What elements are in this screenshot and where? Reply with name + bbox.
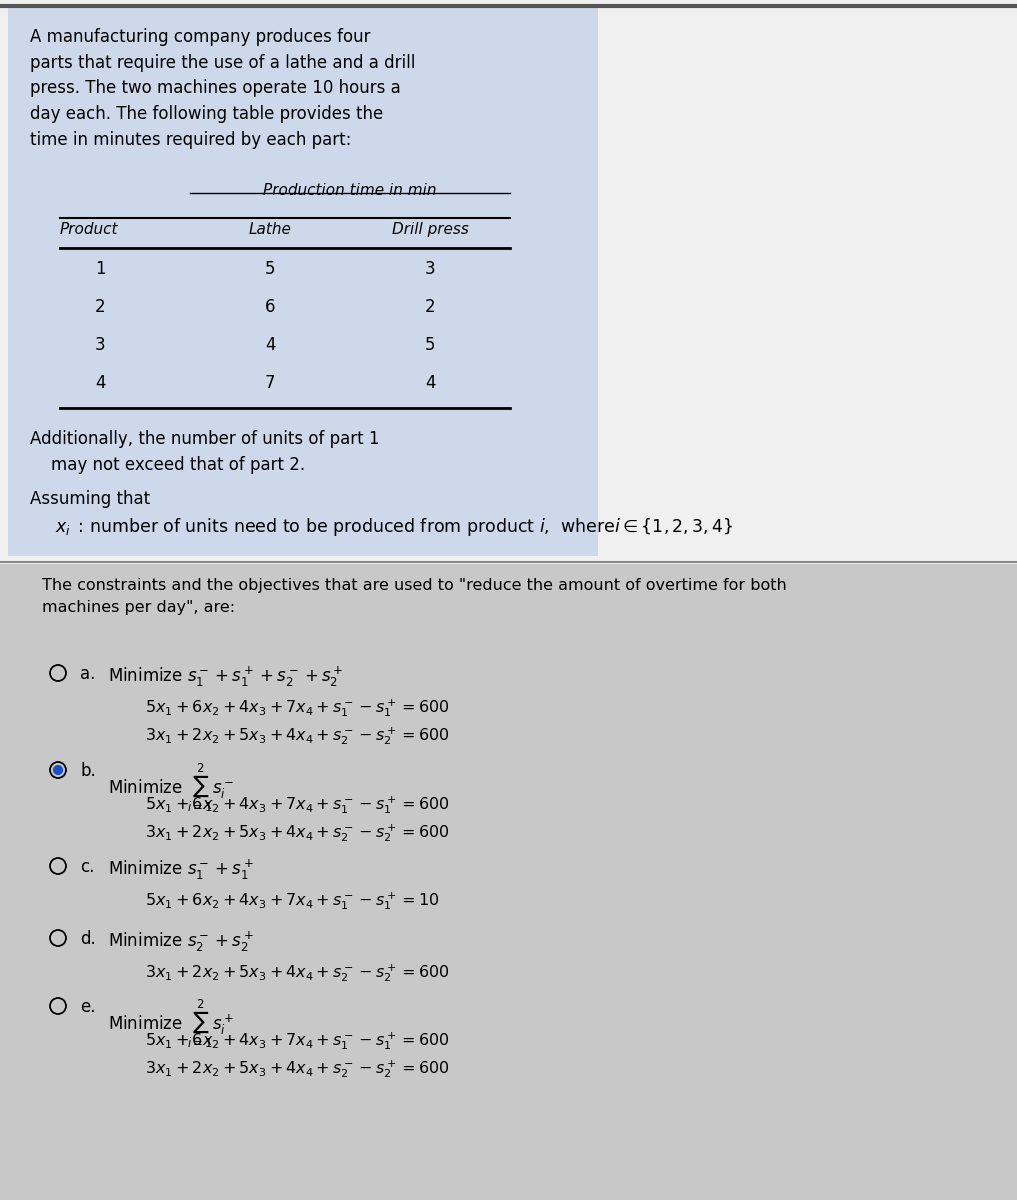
Text: $3x_1 + 2x_2 + 5x_3 + 4x_4 + s_2^- - s_2^+ = 600$: $3x_1 + 2x_2 + 5x_3 + 4x_4 + s_2^- - s_2… bbox=[145, 725, 450, 746]
Text: $x_i\,$ : number of units need to be produced from product $i$,  where$i \in \{1: $x_i\,$ : number of units need to be pro… bbox=[55, 516, 733, 538]
Text: Additionally, the number of units of part 1
    may not exceed that of part 2.: Additionally, the number of units of par… bbox=[29, 430, 379, 474]
Bar bbox=[8, 8, 598, 556]
Circle shape bbox=[54, 766, 62, 774]
Text: A manufacturing company produces four
parts that require the use of a lathe and : A manufacturing company produces four pa… bbox=[29, 28, 415, 149]
Text: b.: b. bbox=[80, 762, 96, 780]
Text: machines per day", are:: machines per day", are: bbox=[42, 600, 235, 614]
Text: Lathe: Lathe bbox=[248, 222, 292, 236]
Text: Assuming that: Assuming that bbox=[29, 490, 151, 508]
Text: The constraints and the objectives that are used to "reduce the amount of overti: The constraints and the objectives that … bbox=[42, 578, 787, 593]
Text: Drill press: Drill press bbox=[392, 222, 469, 236]
Text: 3: 3 bbox=[425, 260, 435, 278]
Text: $3x_1 + 2x_2 + 5x_3 + 4x_4 + s_2^- - s_2^+ = 600$: $3x_1 + 2x_2 + 5x_3 + 4x_4 + s_2^- - s_2… bbox=[145, 1058, 450, 1080]
Text: Minimize $\sum_{i=1}^{2} s_i^+$: Minimize $\sum_{i=1}^{2} s_i^+$ bbox=[108, 998, 234, 1050]
Text: 2: 2 bbox=[425, 298, 435, 316]
Text: Minimize $s_2^- + s_2^+$: Minimize $s_2^- + s_2^+$ bbox=[108, 930, 254, 954]
Text: Minimize $s_1^- + s_1^+$: Minimize $s_1^- + s_1^+$ bbox=[108, 858, 254, 882]
Text: Minimize $s_1^- + s_1^+ + s_2^- + s_2^+$: Minimize $s_1^- + s_1^+ + s_2^- + s_2^+$ bbox=[108, 665, 344, 689]
Text: d.: d. bbox=[80, 930, 96, 948]
Text: $5x_1 + 6x_2 + 4x_3 + 7x_4 + s_1^- - s_1^+ = 600$: $5x_1 + 6x_2 + 4x_3 + 7x_4 + s_1^- - s_1… bbox=[145, 1030, 450, 1051]
Text: Product: Product bbox=[60, 222, 119, 236]
Text: 4: 4 bbox=[95, 374, 105, 392]
Text: 2: 2 bbox=[95, 298, 106, 316]
Text: $5x_1 + 6x_2 + 4x_3 + 7x_4 + s_1^- - s_1^+ = 10$: $5x_1 + 6x_2 + 4x_3 + 7x_4 + s_1^- - s_1… bbox=[145, 890, 439, 912]
Text: c.: c. bbox=[80, 858, 95, 876]
Text: $3x_1 + 2x_2 + 5x_3 + 4x_4 + s_2^- - s_2^+ = 600$: $3x_1 + 2x_2 + 5x_3 + 4x_4 + s_2^- - s_2… bbox=[145, 962, 450, 984]
Text: 3: 3 bbox=[95, 336, 106, 354]
Text: 1: 1 bbox=[95, 260, 106, 278]
Text: $3x_1 + 2x_2 + 5x_3 + 4x_4 + s_2^- - s_2^+ = 600$: $3x_1 + 2x_2 + 5x_3 + 4x_4 + s_2^- - s_2… bbox=[145, 822, 450, 844]
Text: $5x_1 + 6x_2 + 4x_3 + 7x_4 + s_1^- - s_1^+ = 600$: $5x_1 + 6x_2 + 4x_3 + 7x_4 + s_1^- - s_1… bbox=[145, 697, 450, 719]
Text: 5: 5 bbox=[264, 260, 276, 278]
Text: 6: 6 bbox=[264, 298, 276, 316]
Text: 5: 5 bbox=[425, 336, 435, 354]
Text: 4: 4 bbox=[264, 336, 276, 354]
Text: Minimize $\sum_{i=1}^{2} s_i^-$: Minimize $\sum_{i=1}^{2} s_i^-$ bbox=[108, 762, 234, 814]
Bar bbox=[0, 564, 1017, 1200]
Text: $5x_1 + 6x_2 + 4x_3 + 7x_4 + s_1^- - s_1^+ = 600$: $5x_1 + 6x_2 + 4x_3 + 7x_4 + s_1^- - s_1… bbox=[145, 794, 450, 816]
Text: 4: 4 bbox=[425, 374, 435, 392]
Text: 7: 7 bbox=[264, 374, 276, 392]
Text: Production time in min: Production time in min bbox=[263, 182, 436, 198]
Text: a.: a. bbox=[80, 665, 96, 683]
Text: e.: e. bbox=[80, 998, 96, 1016]
